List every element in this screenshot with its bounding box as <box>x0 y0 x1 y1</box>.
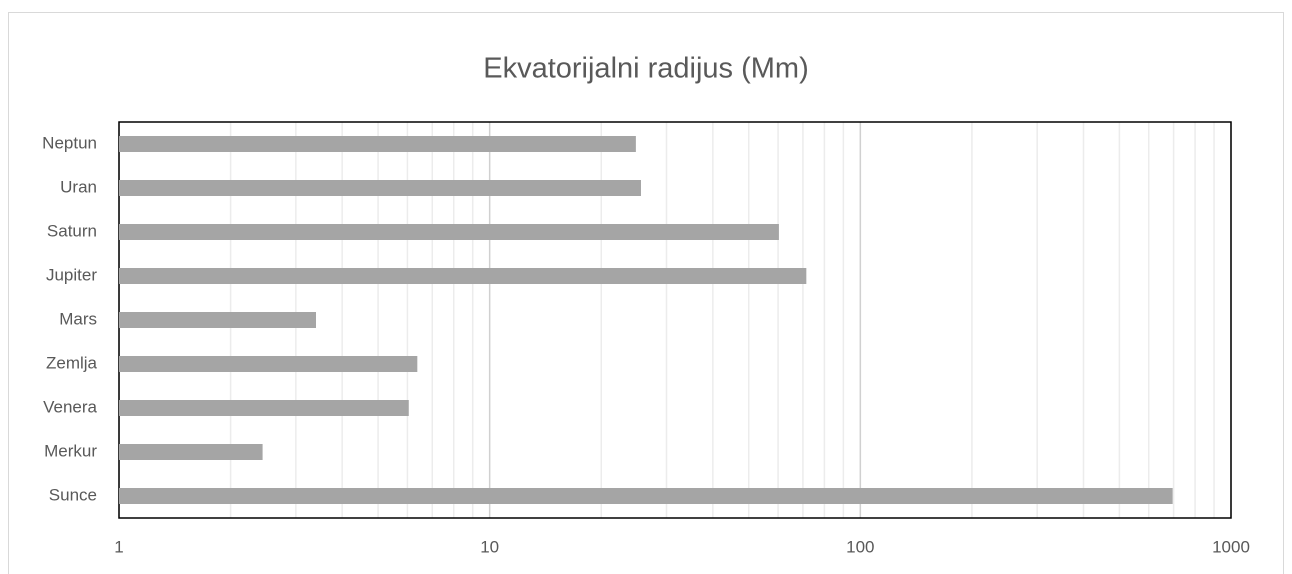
bar <box>119 444 263 460</box>
y-tick-label: Sunce <box>49 485 97 504</box>
y-tick-label: Mars <box>59 309 97 328</box>
bar <box>119 180 641 196</box>
bar <box>119 356 418 372</box>
x-tick-label: 10 <box>480 537 499 556</box>
x-tick-label: 100 <box>846 537 874 556</box>
x-tick-label: 1000 <box>1212 537 1250 556</box>
bar <box>119 488 1173 504</box>
bar <box>119 312 317 328</box>
chart-border <box>8 12 1284 574</box>
bar <box>119 224 779 240</box>
y-tick-label: Uran <box>60 177 97 196</box>
chart-title: Ekvatorijalni radijus (Mm) <box>483 53 809 85</box>
y-tick-label: Venera <box>43 397 97 416</box>
y-tick-label: Saturn <box>47 221 97 240</box>
bar <box>119 268 807 284</box>
y-tick-label: Neptun <box>42 133 97 152</box>
bar <box>119 400 409 416</box>
bar <box>119 136 636 152</box>
y-tick-label: Merkur <box>44 441 97 460</box>
x-tick-label: 1 <box>114 537 123 556</box>
y-tick-label: Jupiter <box>46 265 97 284</box>
y-tick-label: Zemlja <box>46 353 98 372</box>
